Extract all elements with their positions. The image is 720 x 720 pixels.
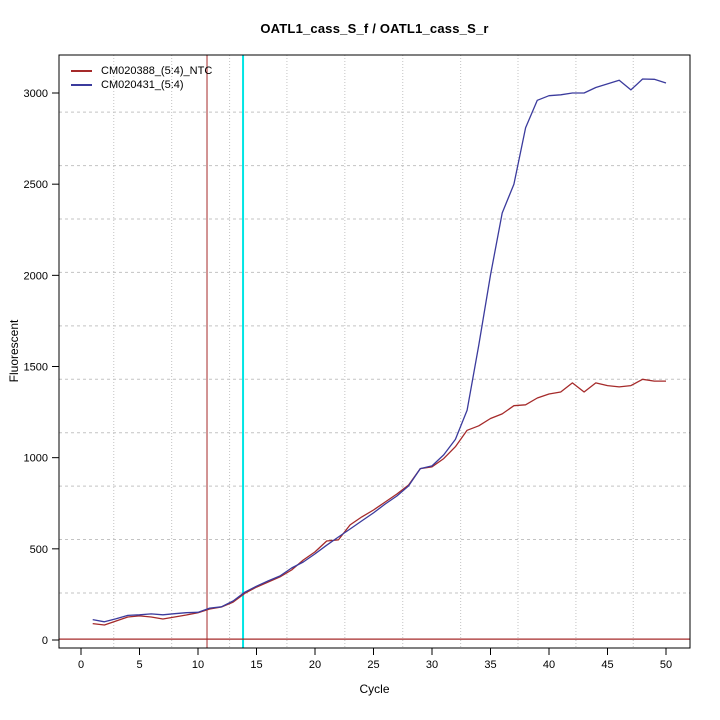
x-tick-label: 35: [484, 659, 496, 671]
y-tick-label: 2500: [24, 179, 48, 191]
x-tick-label: 40: [543, 659, 555, 671]
y-tick-label: 500: [30, 544, 48, 556]
legend-item-sample: CM020431_(5:4): [71, 78, 212, 92]
x-tick-label: 10: [192, 659, 204, 671]
y-tick-label: 2000: [24, 270, 48, 282]
x-tick-label: 50: [660, 659, 672, 671]
plot-border: [58, 54, 691, 649]
y-tick-label: 1500: [24, 362, 48, 374]
x-tick-label: 25: [367, 659, 379, 671]
ntc-curve: [92, 378, 666, 626]
chart-title: OATL1_cass_S_f / OATL1_cass_S_r: [260, 21, 489, 36]
x-tick-label: 45: [601, 659, 613, 671]
sample-line-swatch: [71, 84, 92, 86]
amplification-curve: [92, 78, 667, 623]
y-tick-label: 3000: [24, 88, 48, 100]
legend-label-ntc: CM020388_(5:4)_NTC: [101, 65, 213, 77]
ntc-line-swatch: [71, 70, 92, 72]
x-tick-label: 0: [78, 659, 84, 671]
legend: CM020388_(5:4)_NTC CM020431_(5:4): [71, 64, 212, 92]
x-tick-label: 20: [309, 659, 321, 671]
y-tick-label: 0: [42, 635, 48, 647]
x-tick-label: 15: [250, 659, 262, 671]
y-axis-title: Fluorescent: [7, 319, 21, 383]
x-tick-label: 30: [426, 659, 438, 671]
x-tick-label: 5: [136, 659, 142, 671]
y-tick-label: 1000: [24, 453, 48, 465]
legend-item-ntc: CM020388_(5:4)_NTC: [71, 64, 212, 78]
x-axis-title: Cycle: [359, 682, 390, 696]
legend-label-sample: CM020431_(5:4): [101, 79, 184, 91]
